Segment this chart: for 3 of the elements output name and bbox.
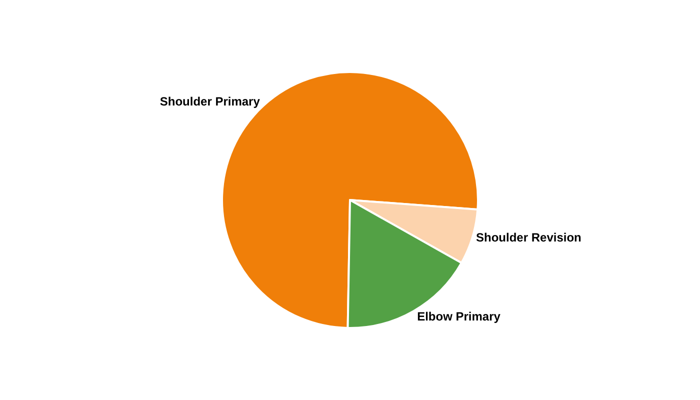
slice-label: Shoulder Primary [160,94,260,109]
slice-label: Elbow Primary [417,309,501,324]
slice-label: Shoulder Revision [476,230,582,245]
